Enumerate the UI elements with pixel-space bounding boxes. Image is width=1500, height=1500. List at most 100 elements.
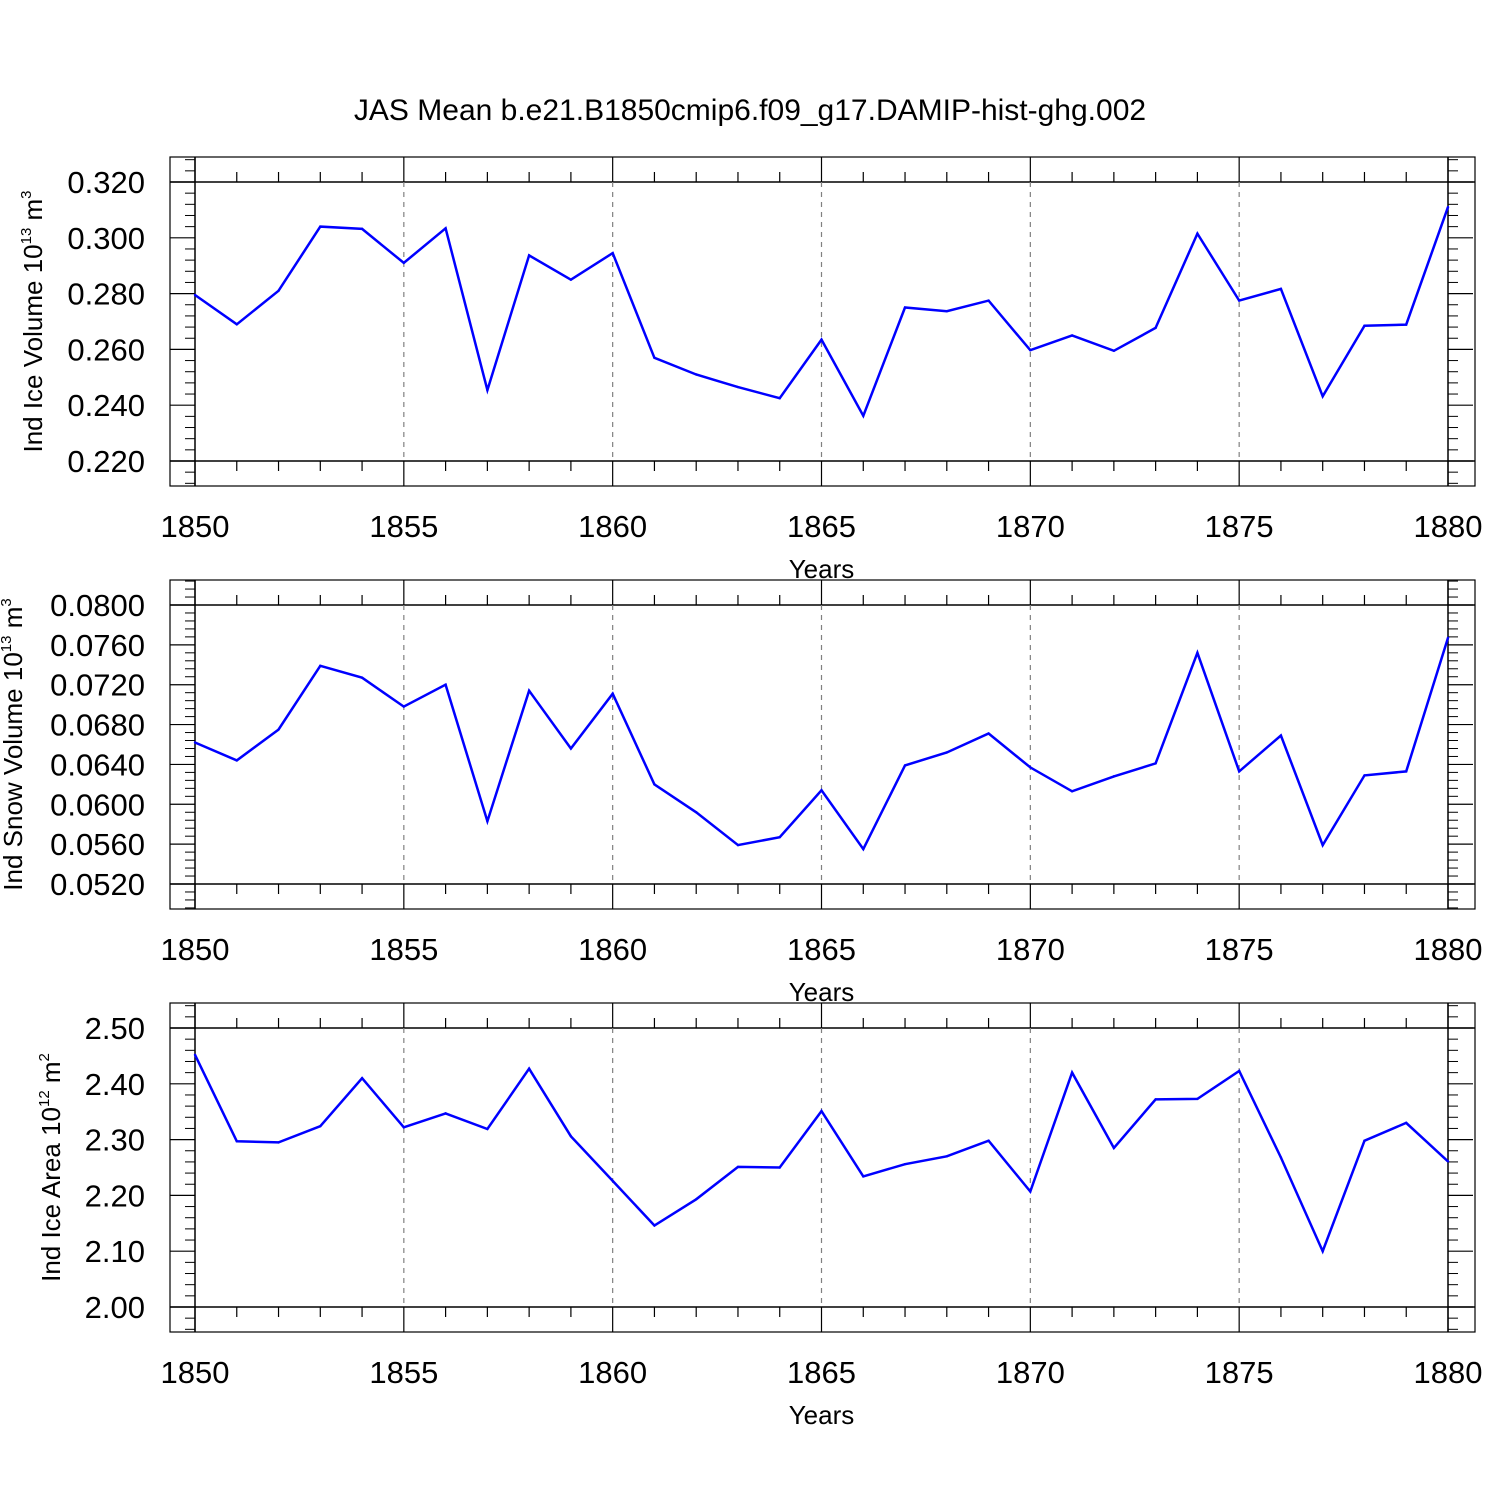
y-tick-label: 2.30 <box>85 1123 145 1158</box>
data-point <box>987 1139 990 1142</box>
data-point <box>903 764 907 767</box>
data-point <box>1196 232 1199 235</box>
y-axis-title-unit-exponent: 3 <box>18 190 35 198</box>
x-tick-label: 1870 <box>996 509 1065 544</box>
y-tick-label: 0.300 <box>67 221 145 256</box>
y-tick-label: 0.280 <box>67 277 145 312</box>
y-tick-label: 0.0600 <box>50 787 145 822</box>
data-point <box>444 227 447 230</box>
data-point <box>653 1224 656 1227</box>
data-point <box>736 1165 740 1169</box>
data-point <box>736 385 740 389</box>
data-point <box>611 1179 614 1183</box>
x-tick-label: 1870 <box>996 1355 1065 1390</box>
data-point <box>569 1135 573 1138</box>
data-point <box>1321 1250 1324 1253</box>
data-point <box>569 278 573 281</box>
chart-panel-3: 1850 1855 1860 1865 1870 1875 1880 2.00 2.10 2.20… <box>36 1002 1483 1430</box>
data-point <box>360 1077 364 1080</box>
data-point <box>1154 326 1157 330</box>
y-tick-label: 2.10 <box>85 1234 145 1269</box>
data-point <box>527 254 531 257</box>
x-tick-label: 1880 <box>1414 1355 1483 1390</box>
y-axis-title: Ind Snow Volume 1013 m3 <box>0 598 28 890</box>
x-tick-label: 1865 <box>787 1355 856 1390</box>
data-point <box>1029 1190 1032 1193</box>
x-tick-label: 1855 <box>369 932 438 967</box>
x-tick-label: 1875 <box>1205 1355 1274 1390</box>
y-axis-title-unit-exponent: 3 <box>0 598 15 606</box>
data-point <box>1363 324 1366 327</box>
data-point <box>820 338 823 341</box>
data-point <box>486 820 489 823</box>
data-point <box>569 747 573 750</box>
data-point <box>820 789 823 792</box>
x-tick-label: 1875 <box>1205 509 1274 544</box>
x-tick-label: 1850 <box>161 509 230 544</box>
data-point <box>1070 334 1074 337</box>
y-axis-title-exponent: 12 <box>36 1090 53 1107</box>
data-point <box>611 251 614 255</box>
data-point <box>1237 1069 1241 1073</box>
x-tick-label: 1860 <box>578 932 647 967</box>
x-tick-label: 1855 <box>369 1355 438 1390</box>
data-point <box>1363 1139 1366 1142</box>
x-tick-label: 1850 <box>161 1355 230 1390</box>
chart-title: JAS Mean b.e21.B1850cmip6.f09_g17.DAMIP-… <box>354 94 1146 127</box>
data-point <box>1405 323 1408 326</box>
data-point <box>1237 770 1241 773</box>
y-axis-title-prefix: Ind Snow Volume 10 <box>0 652 28 891</box>
x-tick-label: 1865 <box>787 509 856 544</box>
data-point <box>444 1112 447 1115</box>
chart-panel-2: 1850 1855 1860 1865 1870 1875 1880 0.0520 0.0560… <box>0 579 1483 1007</box>
y-tick-label: 0.240 <box>67 388 145 423</box>
data-point <box>1279 287 1283 291</box>
x-tick-label: 1860 <box>578 1355 647 1390</box>
y-tick-label: 0.0640 <box>50 747 145 782</box>
y-axis-title: Ind Ice Area 1012 m2 <box>36 1053 66 1282</box>
x-tick-label: 1865 <box>787 932 856 967</box>
data-point <box>1279 734 1283 737</box>
data-point <box>695 373 698 376</box>
data-point <box>319 664 322 667</box>
x-axis-title: Years <box>789 554 855 584</box>
data-point <box>1112 775 1116 778</box>
data-point <box>1196 651 1199 655</box>
y-tick-label: 2.20 <box>85 1178 145 1213</box>
data-point <box>987 732 990 735</box>
data-point <box>1154 1098 1157 1101</box>
x-tick-label: 1850 <box>161 932 230 967</box>
y-axis-title-exponent: 13 <box>0 636 15 653</box>
data-point <box>527 1067 531 1070</box>
data-point <box>1237 299 1241 302</box>
data-point <box>1070 1071 1074 1074</box>
y-axis-title: Ind Ice Volume 1013 m3 <box>18 190 48 452</box>
y-tick-label: 2.00 <box>85 1290 145 1325</box>
data-point <box>736 843 740 847</box>
y-tick-label: 0.0800 <box>50 588 145 623</box>
data-point <box>945 1155 948 1158</box>
x-axis-title: Years <box>789 1400 855 1430</box>
data-point <box>527 689 531 692</box>
data-point <box>1196 1097 1199 1101</box>
x-tick-label: 1870 <box>996 932 1065 967</box>
data-point <box>1321 843 1324 847</box>
data-point <box>193 293 197 297</box>
chart-panel-1: 1850 1855 1860 1865 1870 1875 1880 0.220 0.240 0.… <box>18 156 1482 584</box>
x-tick-label: 1880 <box>1414 932 1483 967</box>
plot-frame <box>169 156 1476 487</box>
data-point <box>360 227 364 231</box>
data-point <box>277 1141 280 1144</box>
plot-frame <box>169 1002 1476 1333</box>
data-point <box>945 751 948 754</box>
data-point <box>695 811 698 814</box>
data-point <box>1112 349 1116 352</box>
x-tick-label: 1855 <box>369 509 438 544</box>
data-point <box>1112 1146 1116 1150</box>
data-point <box>1070 790 1074 793</box>
data-point <box>903 306 907 309</box>
data-point <box>1446 1160 1450 1163</box>
y-axis-title-unit: m <box>36 1061 66 1090</box>
data-point <box>987 299 990 302</box>
